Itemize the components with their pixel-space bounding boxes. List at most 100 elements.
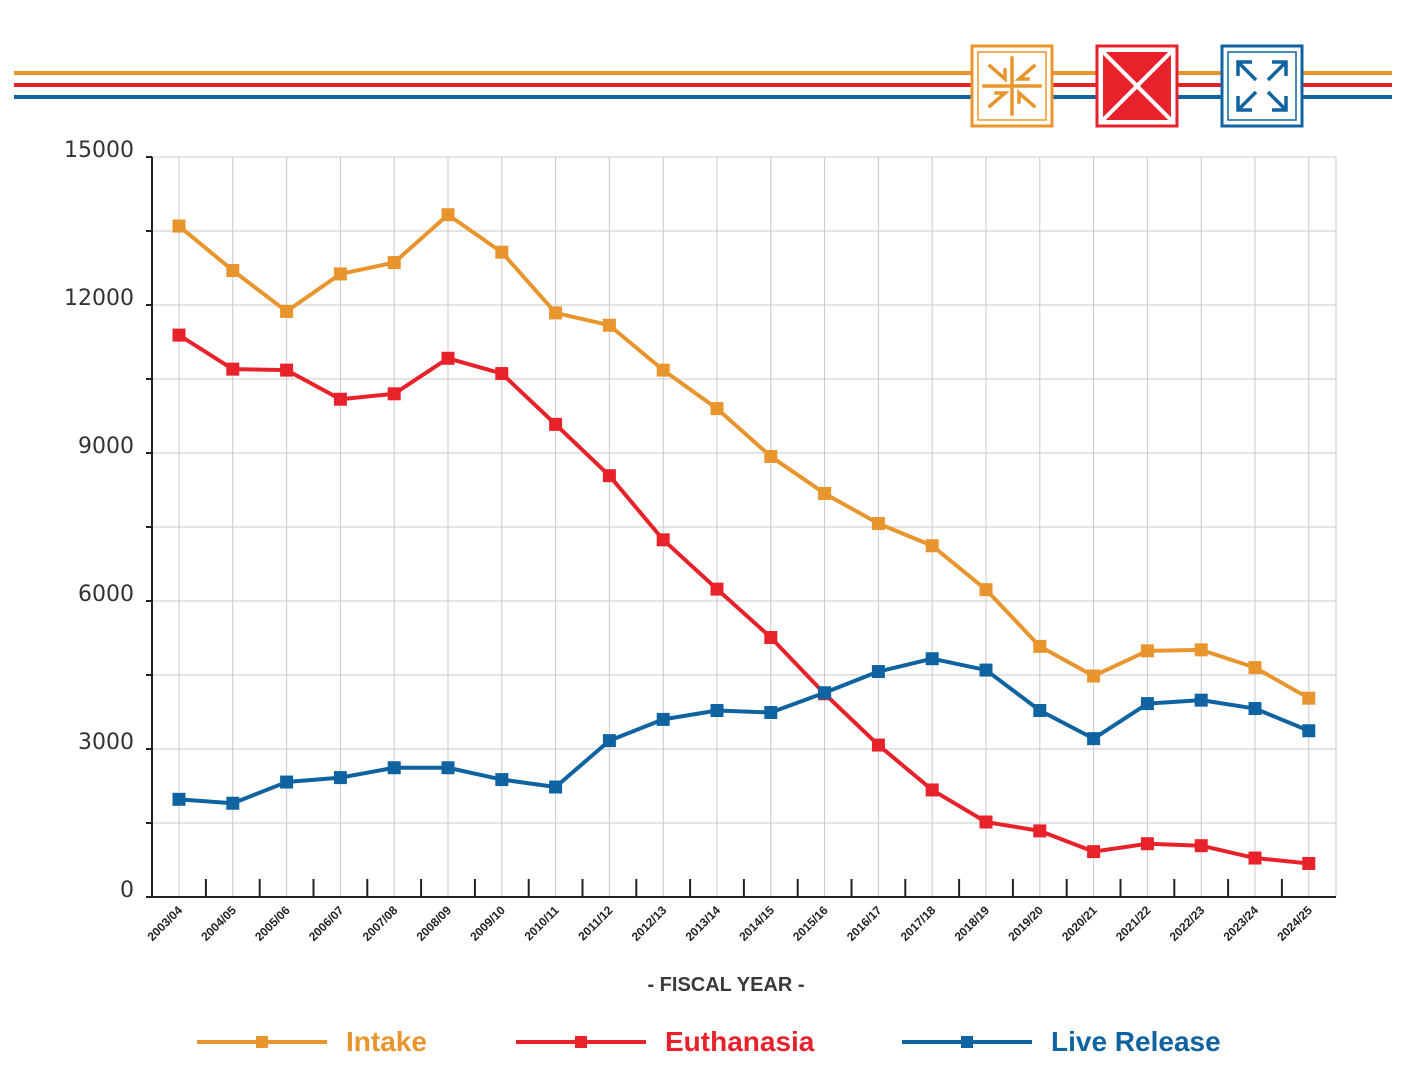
data-point-intake xyxy=(656,363,670,377)
data-point-euthanasia xyxy=(871,738,885,752)
data-point-intake xyxy=(1194,643,1208,657)
y-tick-label: 9000 xyxy=(78,434,134,459)
data-point-live-release xyxy=(656,712,670,726)
grid xyxy=(152,156,1337,897)
data-point-intake xyxy=(387,256,401,270)
series-intake xyxy=(172,208,1316,705)
data-point-intake xyxy=(172,219,186,233)
x-tick-label: 2022/23 xyxy=(1167,903,1208,944)
data-point-live-release xyxy=(333,771,347,785)
legend: Intake Euthanasia Live Release xyxy=(197,1026,1221,1057)
x-tick-label: 2009/10 xyxy=(467,903,508,944)
x-tick-label: 2017/18 xyxy=(898,903,939,944)
data-point-euthanasia xyxy=(1302,856,1316,870)
x-tick-label: 2005/06 xyxy=(252,903,293,944)
data-point-euthanasia xyxy=(1140,837,1154,851)
x-tick-label: 2020/21 xyxy=(1059,903,1100,944)
series-line-live-release xyxy=(178,656,1310,806)
data-point-intake xyxy=(1302,691,1316,705)
data-point-live-release xyxy=(280,775,294,789)
y-axis-tick-labels: 0 3000 6000 9000 12000 15000 xyxy=(64,138,134,903)
data-point-intake xyxy=(495,245,509,259)
data-point-live-release xyxy=(1302,724,1316,738)
legend-swatch-marker xyxy=(961,1036,973,1048)
data-point-euthanasia xyxy=(387,387,401,401)
data-point-euthanasia xyxy=(602,469,616,483)
x-tick-label: 2016/17 xyxy=(844,903,885,944)
legend-item-euthanasia: Euthanasia xyxy=(516,1026,815,1057)
data-point-euthanasia xyxy=(764,631,778,645)
data-point-intake xyxy=(441,208,455,222)
data-point-euthanasia xyxy=(495,367,509,381)
euthanasia-icon xyxy=(1095,44,1179,128)
y-tick-label: 0 xyxy=(120,878,134,903)
data-point-intake xyxy=(280,304,294,318)
legend-label: Live Release xyxy=(1051,1026,1221,1057)
data-point-intake xyxy=(602,318,616,332)
x-tick-label: 2003/04 xyxy=(145,903,186,944)
x-tick-label: 2010/11 xyxy=(522,903,562,943)
data-point-live-release xyxy=(1194,693,1208,707)
x-axis-label: - FISCAL YEAR - xyxy=(647,974,804,996)
x-tick-label: 2019/20 xyxy=(1005,903,1046,944)
data-point-euthanasia xyxy=(172,328,186,342)
data-point-intake xyxy=(818,486,832,500)
legend-swatch-marker xyxy=(575,1036,587,1048)
header-stripes xyxy=(14,71,1392,99)
x-tick-label: 2008/09 xyxy=(414,903,455,944)
live-release-icon xyxy=(1220,44,1304,128)
data-point-intake xyxy=(1140,644,1154,658)
data-point-euthanasia xyxy=(1087,845,1101,859)
x-tick-label: 2013/14 xyxy=(683,903,724,944)
data-point-live-release xyxy=(764,705,778,719)
x-tick-label: 2015/16 xyxy=(790,903,831,944)
data-point-euthanasia xyxy=(1033,824,1047,838)
data-point-live-release xyxy=(871,665,885,679)
data-point-intake xyxy=(764,449,778,463)
axes xyxy=(146,156,1336,898)
data-point-euthanasia xyxy=(333,392,347,406)
x-tick-label: 2018/19 xyxy=(952,903,993,944)
data-point-live-release xyxy=(1140,697,1154,711)
data-point-live-release xyxy=(441,761,455,775)
x-tick-label: 2007/08 xyxy=(360,903,401,944)
x-tick-label: 2021/22 xyxy=(1113,903,1154,944)
data-point-intake xyxy=(549,306,563,320)
legend-swatch-marker xyxy=(256,1036,268,1048)
data-point-euthanasia xyxy=(710,582,724,596)
x-tick-label: 2012/13 xyxy=(629,903,670,944)
data-point-intake xyxy=(1248,661,1262,675)
data-point-euthanasia xyxy=(549,417,563,431)
y-tick-label: 15000 xyxy=(64,138,134,163)
legend-item-live-release: Live Release xyxy=(902,1026,1221,1057)
data-point-live-release xyxy=(226,796,240,810)
data-point-live-release xyxy=(1033,704,1047,718)
data-point-euthanasia xyxy=(226,362,240,376)
x-tick-label: 2024/25 xyxy=(1274,903,1315,944)
data-point-live-release xyxy=(710,704,724,718)
data-point-live-release xyxy=(1248,702,1262,716)
series-euthanasia xyxy=(172,328,1316,870)
data-point-live-release xyxy=(818,686,832,700)
x-tick-label: 2004/05 xyxy=(198,903,239,944)
data-point-intake xyxy=(925,539,939,553)
data-point-euthanasia xyxy=(441,351,455,365)
series-line-intake xyxy=(177,212,1310,700)
data-point-live-release xyxy=(387,761,401,775)
data-point-euthanasia xyxy=(979,815,993,829)
data-point-intake xyxy=(1087,669,1101,683)
x-tick-label: 2011/12 xyxy=(575,903,615,943)
data-point-euthanasia xyxy=(925,783,939,797)
legend-label: Intake xyxy=(346,1026,427,1057)
data-point-live-release xyxy=(549,780,563,794)
series-line-euthanasia xyxy=(177,333,1310,866)
intake-icon xyxy=(970,44,1054,128)
data-point-euthanasia xyxy=(280,363,294,377)
header-icon-group xyxy=(970,44,1304,128)
x-axis-tick-labels: 2003/04 2004/05 2005/06 2006/07 2007/08 2008/… xyxy=(145,903,1316,944)
legend-label: Euthanasia xyxy=(665,1026,815,1057)
data-point-euthanasia xyxy=(656,533,670,547)
y-tick-label: 6000 xyxy=(78,582,134,607)
data-point-euthanasia xyxy=(1248,851,1262,865)
